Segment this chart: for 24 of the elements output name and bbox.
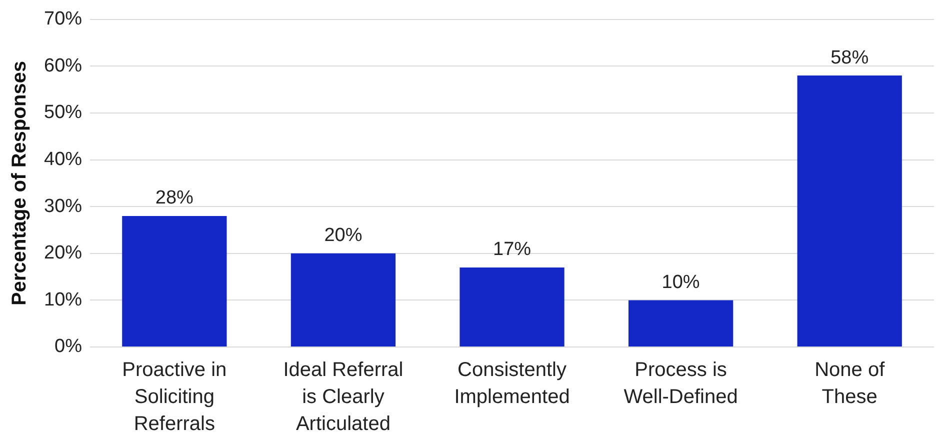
bar: [628, 300, 734, 346]
y-tick-label: 20%: [44, 242, 82, 264]
x-tick-label: None of These: [814, 359, 886, 408]
y-tick-label: 30%: [44, 196, 82, 217]
x-tick-label: Ideal Referral is Clearly Articulated: [283, 359, 404, 436]
data-label: 58%: [830, 47, 869, 68]
x-tick-label: Process is Well-Defined: [624, 359, 738, 408]
data-label: 28%: [155, 188, 194, 209]
data-label: 20%: [324, 225, 362, 246]
y-tick-label: 50%: [44, 102, 82, 124]
bar: [122, 216, 227, 346]
y-tick-label: 70%: [44, 8, 82, 30]
y-axis-title: Percentage of Responses: [8, 60, 31, 306]
y-tick-label: 0%: [54, 336, 82, 358]
bar: [460, 267, 564, 346]
data-label: 10%: [662, 272, 700, 293]
x-tick-label: Proactive in Soliciting Referrals: [122, 359, 227, 436]
bar: [797, 76, 902, 346]
bar: [290, 253, 396, 346]
y-tick-label: 60%: [44, 55, 82, 76]
x-tick-label: Consistently Implemented: [454, 359, 570, 408]
y-tick-label: 10%: [44, 289, 82, 310]
y-tick-label: 40%: [44, 149, 82, 170]
data-label: 17%: [493, 239, 532, 260]
